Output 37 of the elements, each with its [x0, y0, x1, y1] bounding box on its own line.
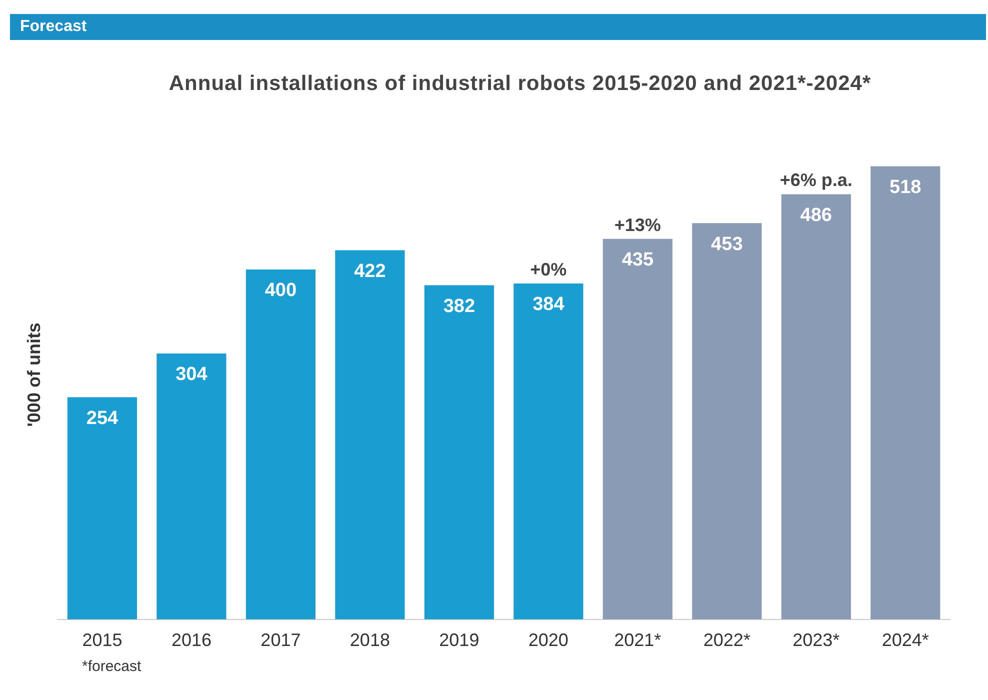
bar	[781, 194, 851, 620]
annotation: +6% p.a.	[780, 170, 852, 190]
x-tick-label: 2021*	[614, 630, 662, 650]
text: *forecast	[82, 658, 142, 675]
data-label: 435	[622, 250, 654, 271]
x-tick-label: 2017	[260, 630, 301, 650]
data-label: 518	[890, 176, 922, 198]
annotation: +13%	[614, 214, 661, 235]
annotation: +0%	[530, 259, 567, 280]
bar	[514, 283, 584, 620]
data-label: 400	[264, 280, 297, 302]
x-tick-label: 2015	[82, 630, 122, 650]
x-tick-label: 2020	[528, 630, 568, 650]
x-tick-label: 2023*	[792, 630, 840, 650]
x-tick-label: 2018	[350, 630, 390, 650]
data-label: 422	[354, 260, 386, 282]
data-label: 304	[176, 364, 208, 386]
bar	[424, 285, 494, 620]
bar	[602, 238, 672, 620]
bar	[67, 397, 138, 620]
x-tick-label: 2016	[171, 630, 212, 650]
x-tick-label: 2019	[439, 630, 480, 650]
data-label: 486	[800, 204, 832, 226]
data-label: 382	[443, 296, 476, 317]
data-label: 384	[532, 294, 565, 316]
text: Forecast	[10, 14, 986, 40]
data-label: 254	[86, 408, 118, 429]
bar	[156, 353, 226, 620]
bar	[335, 250, 405, 620]
chart-title: Annual installations of industrial robots 2015-2020 and 2021*-2024*	[168, 72, 872, 96]
bar	[692, 223, 762, 620]
x-tick-label: 2024*	[882, 630, 929, 650]
y-axis-title: '000 of units	[24, 322, 44, 427]
x-tick-label: 2022*	[703, 630, 750, 650]
data-label: 453	[711, 234, 743, 255]
bar	[246, 269, 316, 620]
bar	[870, 166, 940, 620]
